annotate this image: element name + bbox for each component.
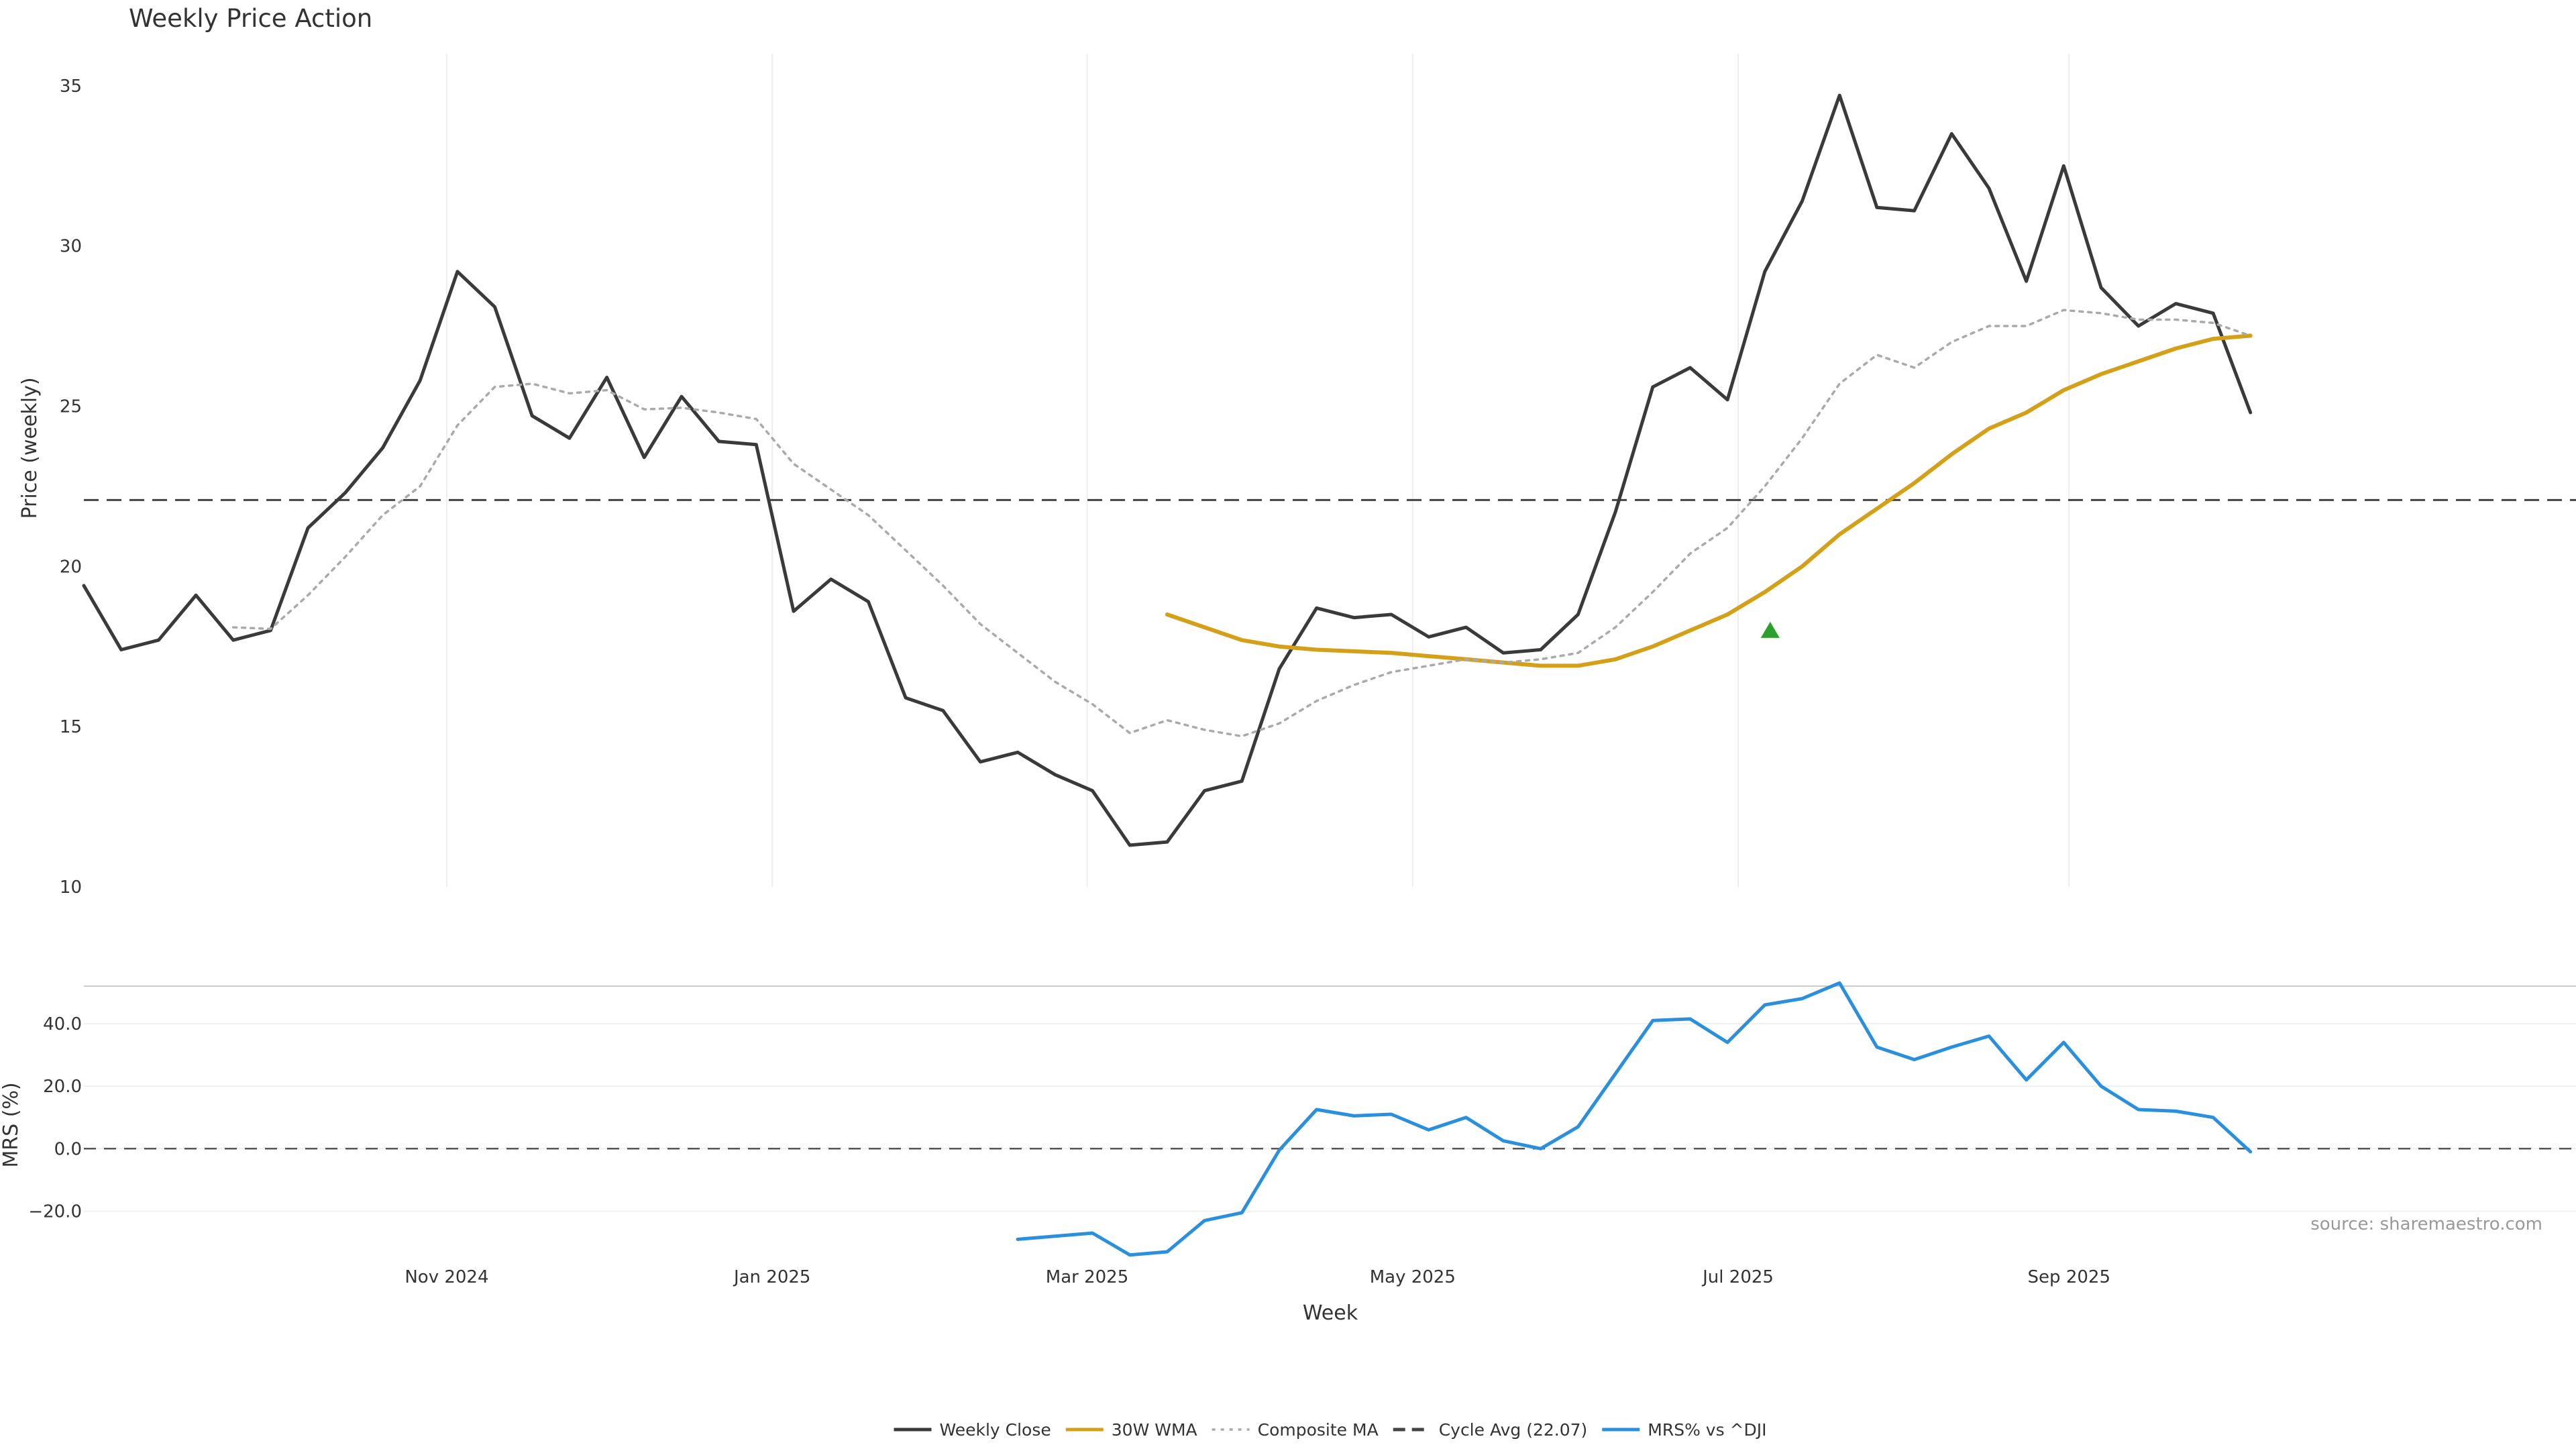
price-y-tick-label: 25 [60,396,82,417]
legend-label: MRS% vs ^DJI [1648,1420,1766,1440]
mrs-y-ticks: −20.0 0.0 20.0 40.0 [28,1014,82,1222]
price-y-tick-label: 20 [60,557,82,577]
price-y-tick-label: 30 [60,237,82,257]
x-axis-title: Week [1303,1301,1358,1325]
mrs-y-tick-label: 20.0 [43,1077,82,1097]
mrs-y-tick-label: −20.0 [28,1201,82,1222]
legend-label: Cycle Avg (22.07) [1439,1420,1588,1440]
grid-layer [84,54,2576,1212]
mrs-series-mrs-vs-dji [1016,981,2253,1257]
price-series-weekly-close [82,93,2253,847]
x-tick-label: May 2025 [1370,1267,1456,1287]
source-credit: source: sharemaestro.com [2310,1214,2542,1234]
legend: Weekly Close 30W WMA Composite MA Cycle Avg… [894,1420,1767,1440]
x-tick-label: Jan 2025 [733,1267,811,1287]
mrs-y-axis-title: MRS (%) [0,1082,23,1167]
price-y-tick-label: 15 [60,717,82,737]
x-tick-label: Mar 2025 [1046,1267,1129,1287]
price-y-axis-title: Price (weekly) [18,377,42,519]
mrs-y-tick-label: 0.0 [54,1139,82,1159]
chart-title: Weekly Price Action [129,4,372,33]
mrs-y-tick-label: 40.0 [43,1014,82,1034]
price-y-ticks: 10 15 20 25 30 35 [60,76,82,898]
buy-signal-triangle [1760,621,1780,638]
x-tick-label: Sep 2025 [2028,1267,2110,1287]
mrs-panel: −20.0 0.0 20.0 40.0 MRS (%) source: sharema… [0,981,2576,1257]
price-panel: 10 15 20 25 30 35 Price (weekly) [18,76,2576,898]
x-tick-label: Nov 2024 [405,1267,488,1287]
mrs-series-layer [1016,981,2253,1257]
price-y-tick-label: 10 [60,877,82,898]
price-series-30w-wma [1165,333,2253,668]
price-y-tick-label: 35 [60,76,82,97]
x-tick-label: Jul 2025 [1701,1267,1774,1287]
legend-label: 30W WMA [1112,1420,1197,1440]
legend-label: Composite MA [1258,1420,1379,1440]
legend-label: Weekly Close [939,1420,1051,1440]
price-series-composite-ma [231,309,2252,738]
price-series-layer [82,93,2253,847]
x-axis-ticks: Nov 2024 Jan 2025 Mar 2025 May 2025 Jul 2025… [405,1267,2110,1287]
